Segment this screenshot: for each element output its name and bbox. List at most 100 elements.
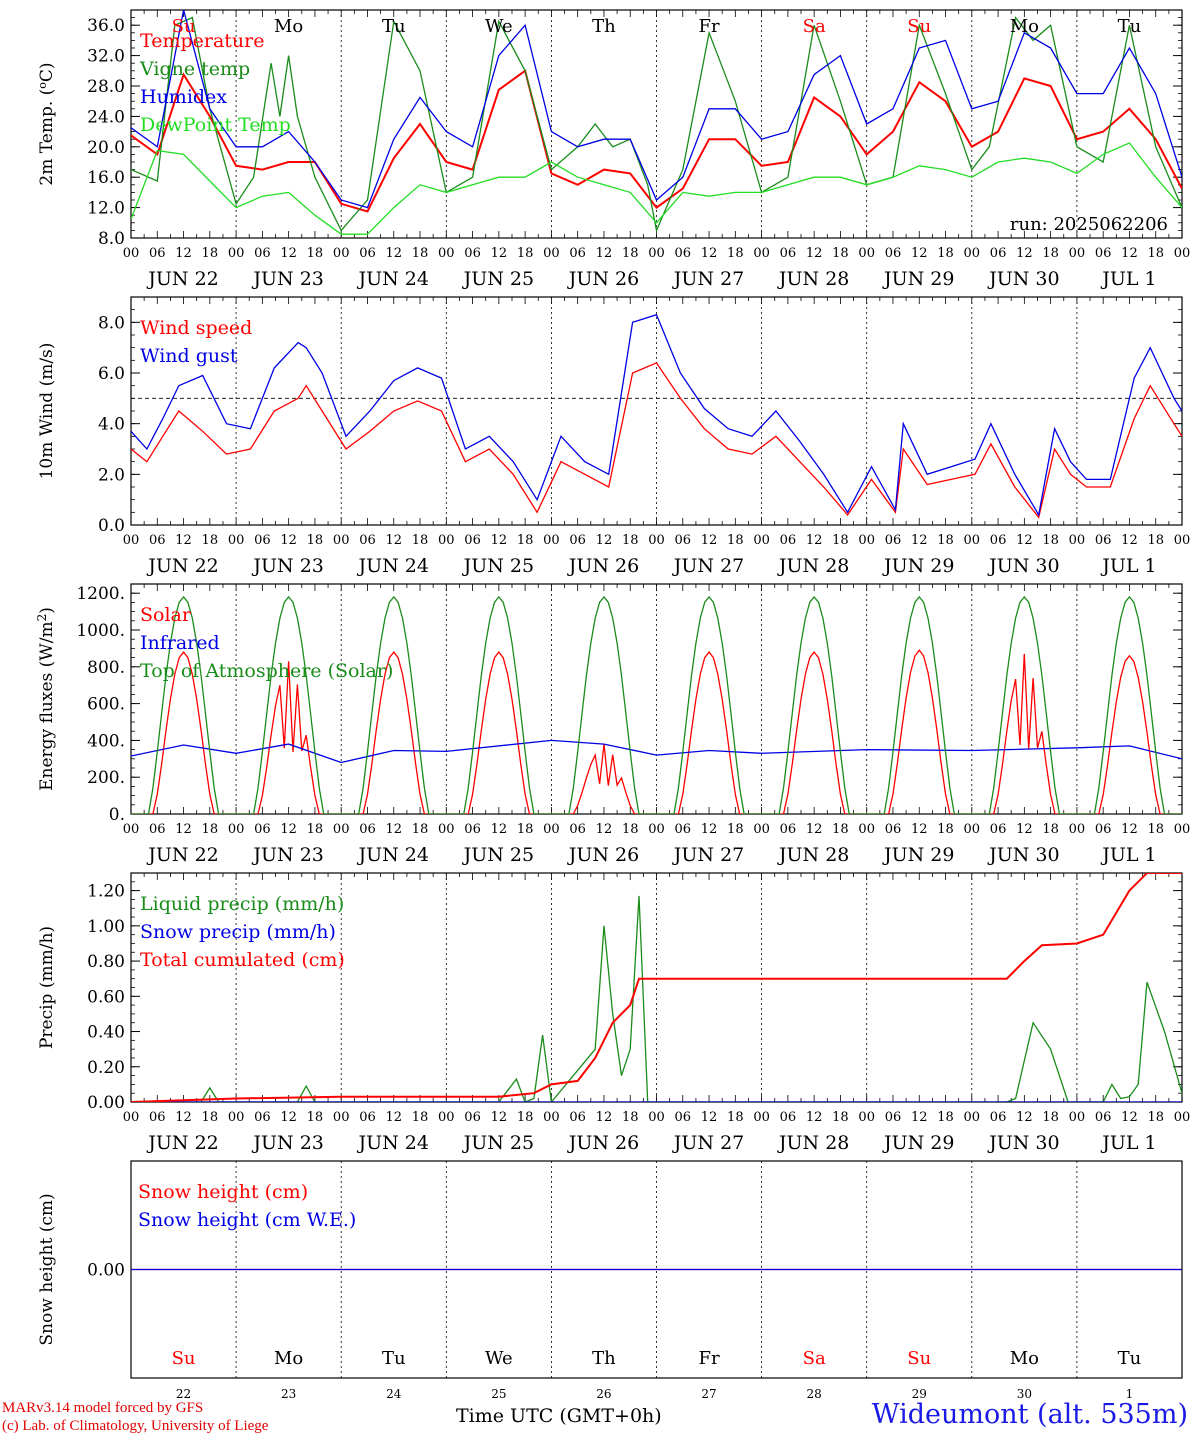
model-credit: MARv3.14 model forced by GFS [2, 1400, 204, 1416]
hour-label: 00 [648, 822, 665, 837]
hour-label: 06 [359, 822, 376, 837]
hour-label: 00 [123, 1110, 140, 1125]
y-tick-label: 0.80 [87, 952, 125, 972]
day-number: 28 [807, 1387, 822, 1401]
date-label: JUN 30 [987, 555, 1059, 577]
hour-label: 12 [385, 1110, 402, 1125]
y-axis-label: Snow height (cm) [37, 1193, 57, 1345]
hour-label: 00 [1174, 1110, 1191, 1125]
hour-label: 18 [832, 1110, 849, 1125]
y-tick-label: 0.00 [87, 1261, 125, 1281]
hour-label: 00 [543, 246, 560, 261]
hour-label: 06 [885, 822, 902, 837]
date-label: JUN 28 [777, 844, 849, 866]
panel-precip [130, 872, 1183, 1103]
hour-label: 00 [648, 533, 665, 548]
hour-label: 12 [806, 822, 823, 837]
hour-label: 06 [464, 822, 481, 837]
hour-label: 18 [202, 1110, 219, 1125]
date-label: JUN 28 [777, 1132, 849, 1154]
date-label: JUN 23 [251, 1132, 323, 1154]
run-label: run: 2025062206 [1010, 214, 1168, 235]
hour-label: 06 [1095, 822, 1112, 837]
hour-label: 12 [385, 533, 402, 548]
hour-label: 18 [517, 246, 534, 261]
series-line-solar [131, 649, 1182, 814]
date-label: JUN 24 [357, 844, 429, 866]
hour-label: 12 [491, 1110, 508, 1125]
hour-label: 06 [149, 246, 166, 261]
date-label: JUN 30 [987, 268, 1059, 290]
y-axis-label: Energy fluxes (W/m2) [35, 607, 57, 791]
weekday-label: Th [592, 16, 616, 37]
day-number: 22 [176, 1387, 191, 1401]
y-tick-label: 800. [87, 658, 125, 678]
date-label: JUN 22 [146, 555, 218, 577]
hour-label: 06 [359, 1110, 376, 1125]
legend-entry: Total cumulated (cm) [140, 949, 345, 971]
date-label: JUL 1 [1100, 844, 1156, 866]
hour-label: 18 [412, 822, 429, 837]
hour-label: 12 [175, 246, 192, 261]
hour-label: 06 [780, 1110, 797, 1125]
hour-label: 06 [149, 822, 166, 837]
hour-label: 00 [438, 822, 455, 837]
date-label: JUN 28 [777, 268, 849, 290]
date-label: JUN 25 [462, 268, 534, 290]
series-line-infrared [131, 739, 1182, 764]
legend-entry: Solar [140, 604, 192, 626]
y-tick-label: 600. [87, 695, 125, 715]
hour-label: 06 [254, 1110, 271, 1125]
hour-label: 06 [569, 246, 586, 261]
legend-entry: Wind gust [140, 345, 238, 367]
date-label: JUN 26 [567, 844, 639, 866]
series-line-temperature [131, 69, 1182, 213]
date-label: JUN 29 [882, 1132, 954, 1154]
hour-label: 00 [333, 246, 350, 261]
hour-label: 12 [806, 533, 823, 548]
hour-label: 00 [333, 533, 350, 548]
hour-label: 12 [911, 246, 928, 261]
hour-label: 00 [543, 822, 560, 837]
weekday-label: Mo [274, 1348, 303, 1369]
hour-label: 12 [911, 1110, 928, 1125]
hour-label: 18 [622, 246, 639, 261]
hour-label: 12 [280, 533, 297, 548]
hour-label: 18 [937, 1110, 954, 1125]
hour-label: 00 [123, 822, 140, 837]
weekday-label: We [485, 1348, 513, 1369]
hour-label: 18 [937, 822, 954, 837]
date-label: JUN 25 [462, 844, 534, 866]
hour-label: 12 [701, 533, 718, 548]
hour-label: 12 [596, 822, 613, 837]
y-tick-label: 0.60 [87, 987, 125, 1007]
hour-label: 12 [1016, 533, 1033, 548]
date-label: JUN 23 [251, 268, 323, 290]
hour-label: 18 [832, 822, 849, 837]
weekday-label: Fr [699, 16, 720, 37]
y-tick-label: 0.40 [87, 1023, 125, 1043]
hour-label: 00 [964, 246, 981, 261]
date-label: JUN 26 [567, 555, 639, 577]
hour-label: 00 [1174, 246, 1191, 261]
hour-label: 00 [123, 533, 140, 548]
weekday-label: Sa [803, 16, 826, 37]
date-label: JUN 26 [567, 268, 639, 290]
date-label: JUN 25 [462, 555, 534, 577]
weekday-label: Sa [803, 1348, 826, 1369]
hour-label: 00 [228, 822, 245, 837]
weekday-label: Mo [1010, 16, 1039, 37]
hour-label: 00 [228, 246, 245, 261]
hour-label: 00 [333, 822, 350, 837]
hour-label: 12 [806, 246, 823, 261]
weekday-label: Su [907, 1348, 931, 1369]
series-line-top-of-atmosphere-solar- [131, 595, 1182, 814]
day-number: 27 [701, 1387, 716, 1401]
hour-label: 00 [858, 533, 875, 548]
date-label: JUL 1 [1100, 268, 1156, 290]
hour-label: 06 [675, 822, 692, 837]
y-tick-label: 0.00 [87, 1093, 125, 1113]
hour-label: 12 [280, 1110, 297, 1125]
hour-label: 06 [675, 246, 692, 261]
hour-label: 06 [464, 246, 481, 261]
